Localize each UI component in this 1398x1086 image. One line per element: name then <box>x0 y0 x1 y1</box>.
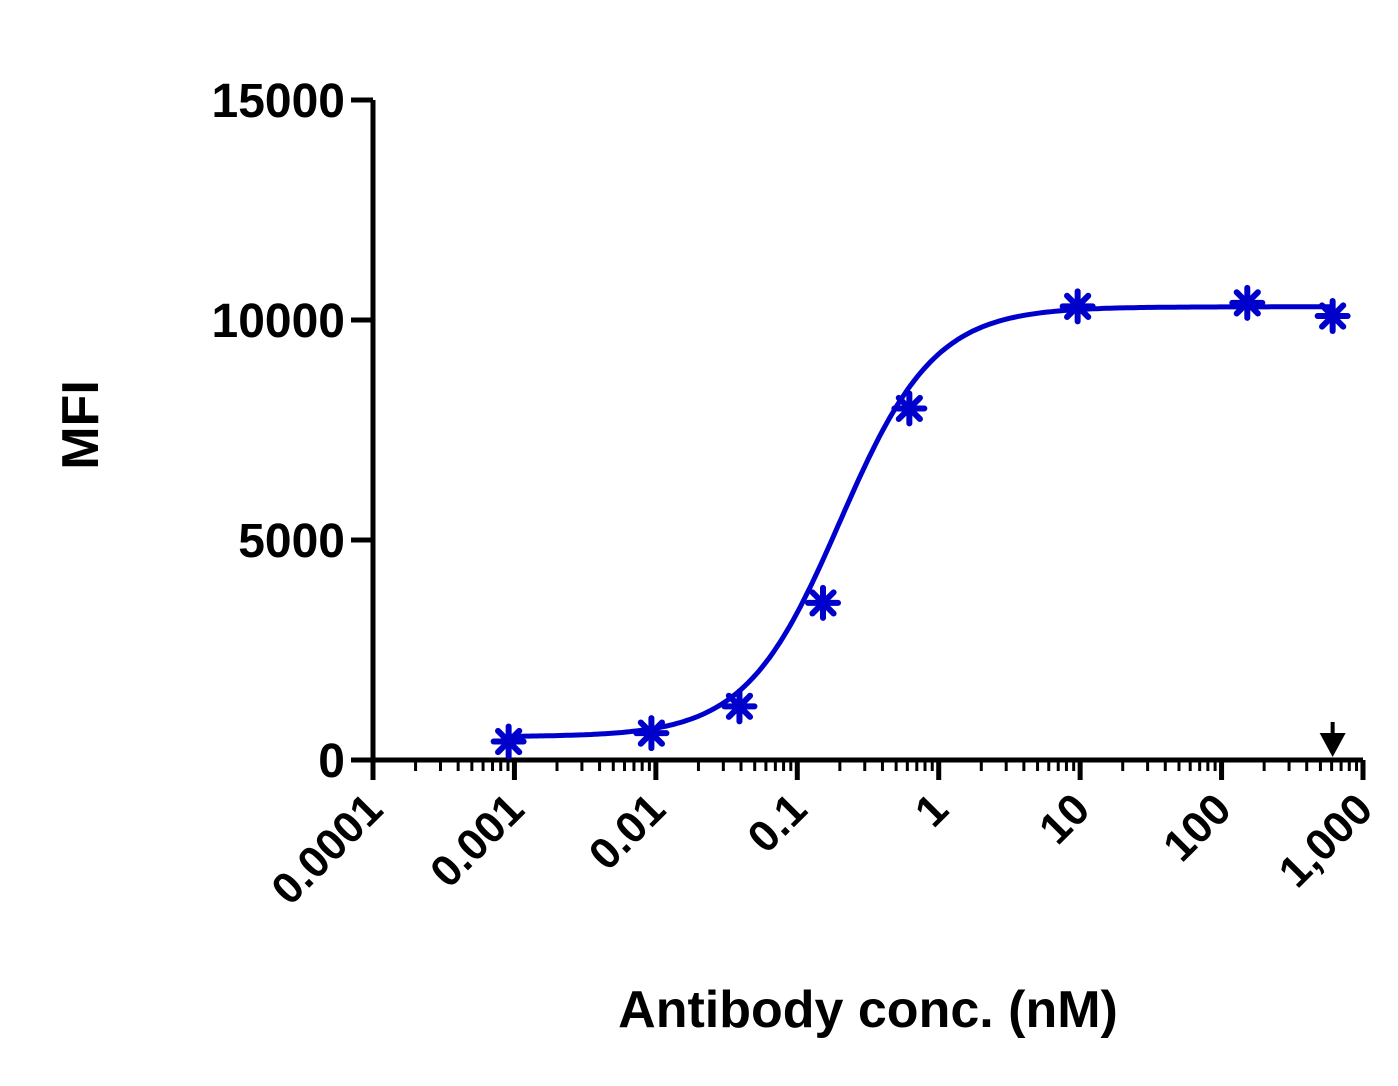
x-tick-label: 0.0001 <box>262 784 392 914</box>
y-tick-label: 0 <box>318 735 345 788</box>
x-axis-label: Antibody conc. (nM) <box>618 981 1118 1039</box>
data-point <box>1059 288 1096 325</box>
axes <box>370 100 1363 763</box>
data-point <box>1229 284 1266 321</box>
x-tick-label: 0.01 <box>580 784 675 879</box>
x-tick-label: 10 <box>1030 784 1099 853</box>
fit-curve-group <box>508 304 1333 739</box>
x-tick-label: 1,000 <box>1270 784 1383 897</box>
data-point <box>805 584 842 621</box>
data-point <box>490 723 527 760</box>
x-tick-label: 100 <box>1154 784 1241 871</box>
y-tick-label: 5000 <box>238 515 345 568</box>
data-point <box>891 390 928 427</box>
data-point <box>1314 298 1351 335</box>
annotations <box>1319 722 1346 757</box>
data-point <box>633 715 670 752</box>
x-tick-label: 0.1 <box>738 784 816 862</box>
down-arrow-icon <box>1319 722 1346 757</box>
y-tick-label: 10000 <box>212 295 345 348</box>
data-point <box>721 688 758 725</box>
y-tick-label: 15000 <box>212 75 345 128</box>
y-axis-label: MFI <box>52 380 110 470</box>
ticks: 0 5000 10000 15000 0.0001 0.001 0.01 0.1 1 10 100 1… <box>212 75 1383 914</box>
x-tick-label: 1 <box>906 784 958 836</box>
fit-curve <box>508 304 1333 739</box>
x-tick-label: 0.001 <box>421 784 534 897</box>
data-points <box>490 284 1351 760</box>
